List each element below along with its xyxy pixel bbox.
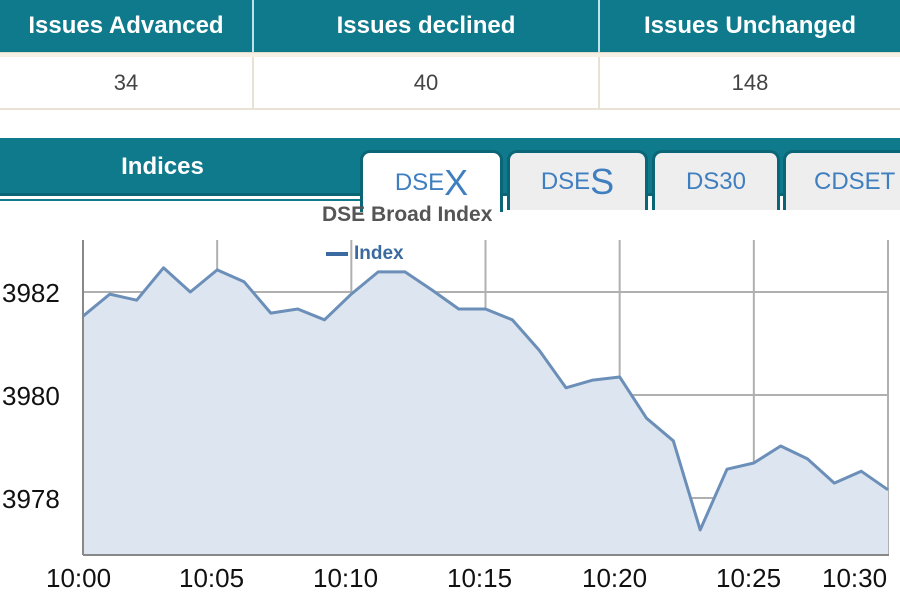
chart-title: DSE Broad Index: [322, 203, 493, 226]
summary-value-row: 34 40 148: [0, 57, 900, 110]
x-tick-1025: 10:25: [716, 563, 782, 593]
header-issues-declined: Issues declined: [254, 0, 600, 52]
tab-dsex[interactable]: DSE X: [360, 150, 503, 212]
tab-dsex-suffix: X: [444, 161, 469, 203]
tab-ds30-label: DS30: [685, 167, 747, 195]
tab-dsex-prefix: DSE: [394, 168, 445, 196]
tab-cdset[interactable]: CDSET: [783, 150, 900, 210]
index-area-fill: [83, 267, 888, 555]
tab-cdset-label: CDSET: [814, 167, 896, 195]
x-tick-1030: 10:30: [822, 563, 888, 593]
x-tick-1005: 10:05: [179, 563, 245, 593]
y-tick-3982: 3982: [2, 278, 60, 308]
y-tick-3980: 3980: [2, 381, 60, 411]
index-line: [82, 266, 889, 532]
indices-title: Indices: [121, 153, 204, 180]
x-tick-1000: 10:00: [46, 563, 112, 593]
value-issues-advanced: 34: [0, 57, 254, 108]
legend-line-icon: [326, 252, 348, 256]
tab-dses[interactable]: DSE S: [507, 150, 648, 210]
market-summary-table: Issues Advanced Issues declined Issues U…: [0, 0, 900, 114]
summary-header-row: Issues Advanced Issues declined Issues U…: [0, 0, 900, 52]
header-issues-advanced: Issues Advanced: [0, 0, 254, 52]
tab-dses-suffix: S: [590, 160, 615, 202]
y-tick-3978: 3978: [2, 484, 60, 514]
header-divider: [0, 52, 900, 57]
tab-ds30[interactable]: DS30: [652, 150, 780, 210]
x-tick-1010: 10:10: [313, 563, 379, 593]
x-tick-1015: 10:15: [447, 563, 513, 593]
x-tick-1020: 10:20: [582, 563, 648, 593]
header-issues-unchanged: Issues Unchanged: [643, 12, 857, 39]
value-issues-declined: 40: [254, 57, 600, 108]
value-issues-unchanged: 148: [731, 69, 769, 95]
tab-dses-prefix: DSE: [540, 167, 591, 195]
legend-label-index: Index: [354, 243, 404, 264]
chart-legend[interactable]: Index: [326, 243, 404, 265]
